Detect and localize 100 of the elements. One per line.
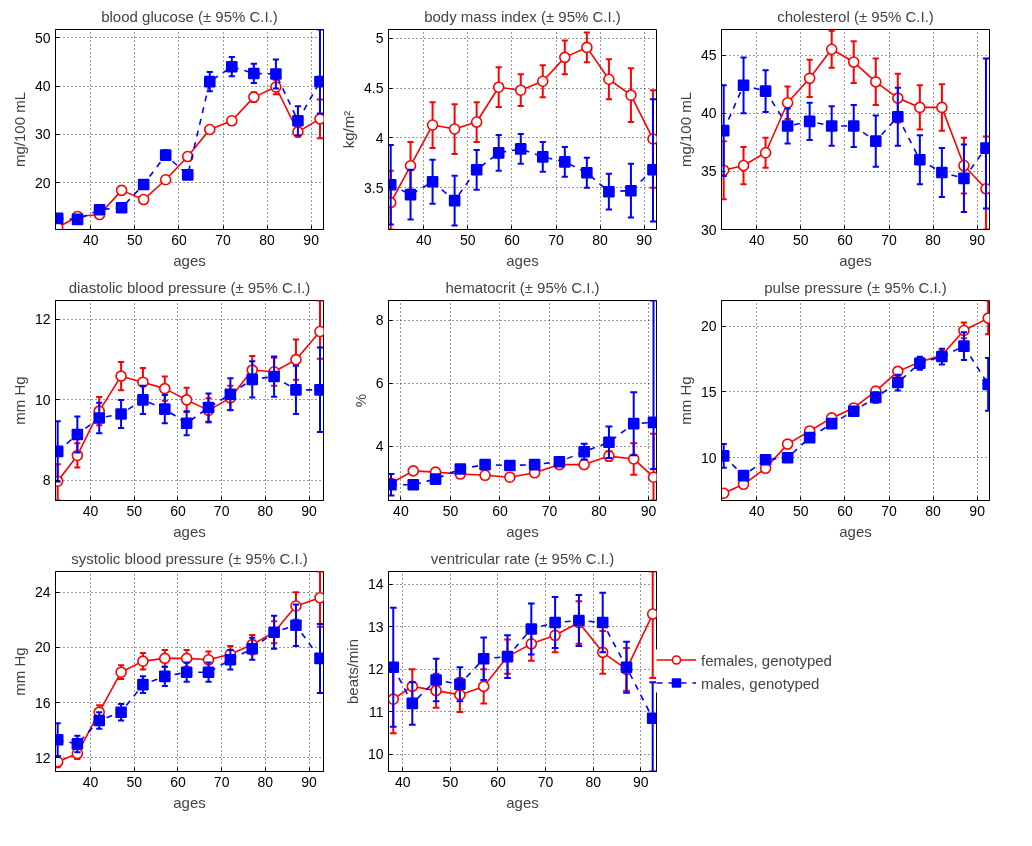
x-tick-label: 50 [442, 502, 459, 519]
x-tick-label: 70 [213, 502, 230, 519]
x-tick-label: 60 [171, 231, 187, 248]
x-axis-title: ages [506, 522, 539, 540]
x-tick-label: 80 [925, 502, 942, 519]
x-tick-label: 80 [925, 231, 942, 248]
x-tick-label: 40 [82, 502, 99, 519]
y-tick-label: 12 [367, 661, 384, 678]
chart-title: ventricular rate (± 95% C.I.) [430, 549, 615, 567]
x-tick-label: 50 [793, 502, 809, 519]
x-tick-label: 70 [881, 231, 897, 248]
y-tick-label: 12 [34, 311, 51, 328]
y-tick-label: 35 [700, 163, 717, 180]
x-axis-title: ages [506, 793, 539, 811]
y-tick-label: 13 [367, 618, 384, 635]
x-tick-label: 50 [126, 502, 143, 519]
y-tick-label: 4 [375, 129, 384, 146]
y-axis-title: mm Hg [676, 376, 694, 425]
x-axis-title: ages [173, 522, 206, 540]
x-axis-title: ages [506, 251, 539, 269]
chart-title: systolic blood pressure (± 95% C.I.) [71, 549, 308, 567]
x-tick-label: 60 [504, 231, 520, 248]
chart-title: diastolic blood pressure (± 95% C.I.) [68, 278, 311, 296]
x-tick-label: 70 [215, 231, 231, 248]
y-tick-label: 3.5 [364, 179, 384, 196]
y-tick-label: 15 [700, 383, 717, 400]
x-tick-label: 40 [393, 502, 409, 519]
x-tick-label: 80 [591, 502, 608, 519]
x-tick-label: 90 [301, 773, 318, 790]
y-tick-label: 10 [34, 391, 51, 408]
y-tick-label: 20 [34, 639, 51, 656]
x-tick-label: 50 [127, 231, 143, 248]
x-axis-title: ages [839, 522, 872, 540]
x-axis-title: ages [173, 251, 206, 269]
legend-label: males, genotyped [701, 674, 820, 691]
y-tick-label: 20 [34, 174, 51, 191]
y-tick-label: 12 [34, 749, 51, 766]
x-tick-label: 50 [442, 773, 459, 790]
x-tick-label: 50 [126, 773, 143, 790]
x-axis-title: ages [173, 793, 206, 811]
x-tick-label: 90 [303, 231, 320, 248]
y-tick-label: 16 [34, 694, 51, 711]
chart-title: hematocrit (± 95% C.I.) [445, 278, 600, 296]
y-tick-label: 6 [375, 375, 384, 392]
x-tick-label: 60 [490, 773, 506, 790]
x-tick-label: 80 [585, 773, 602, 790]
chart-title: cholesterol (± 95% C.I.) [777, 7, 934, 25]
x-tick-label: 90 [301, 502, 318, 519]
y-axis-title: kg/m² [340, 110, 358, 149]
x-tick-label: 60 [170, 502, 186, 519]
x-tick-label: 70 [213, 773, 230, 790]
y-tick-label: 8 [42, 472, 51, 489]
y-tick-label: 40 [34, 78, 51, 95]
x-tick-label: 40 [394, 773, 411, 790]
y-tick-label: 30 [700, 221, 717, 238]
y-tick-label: 40 [700, 105, 717, 122]
x-tick-label: 40 [748, 502, 765, 519]
x-tick-label: 80 [257, 773, 274, 790]
y-tick-label: 45 [700, 47, 717, 64]
x-tick-label: 60 [492, 502, 508, 519]
y-tick-label: 11 [368, 703, 384, 720]
x-tick-label: 70 [548, 231, 564, 248]
x-tick-label: 60 [837, 502, 853, 519]
x-tick-label: 40 [82, 773, 99, 790]
y-tick-label: 4 [375, 438, 384, 455]
x-tick-label: 40 [82, 231, 99, 248]
y-tick-label: 30 [34, 126, 51, 143]
x-tick-label: 80 [259, 231, 276, 248]
y-axis-title: beats/min [343, 638, 361, 705]
legend-label: females, genotyped [701, 651, 832, 668]
chart-title: body mass index (± 95% C.I.) [424, 7, 621, 25]
x-tick-label: 80 [592, 231, 609, 248]
x-tick-label: 60 [837, 231, 853, 248]
y-tick-label: 5 [375, 30, 384, 47]
y-tick-label: 10 [700, 449, 717, 466]
x-tick-label: 50 [460, 231, 476, 248]
x-tick-label: 40 [748, 231, 765, 248]
y-tick-label: 20 [700, 318, 717, 335]
chart-title: pulse pressure (± 95% C.I.) [764, 278, 947, 296]
chart-title: blood glucose (± 95% C.I.) [101, 7, 278, 25]
x-tick-label: 90 [969, 502, 986, 519]
x-tick-label: 70 [541, 502, 558, 519]
y-tick-label: 50 [34, 29, 51, 46]
y-axis-title: mg/100 mL [676, 91, 694, 168]
x-tick-label: 40 [415, 231, 432, 248]
y-tick-label: 14 [367, 576, 384, 593]
y-axis-title: % [351, 393, 369, 408]
x-tick-label: 60 [170, 773, 186, 790]
x-tick-label: 70 [537, 773, 554, 790]
y-tick-label: 4.5 [364, 80, 384, 97]
y-tick-label: 24 [34, 584, 51, 601]
x-tick-label: 50 [793, 231, 809, 248]
x-tick-label: 90 [633, 773, 649, 790]
x-tick-label: 70 [881, 502, 897, 519]
y-axis-title: mg/100 mL [10, 91, 28, 168]
x-tick-label: 90 [969, 231, 986, 248]
x-tick-label: 90 [640, 502, 657, 519]
x-axis-title: ages [839, 251, 872, 269]
y-axis-title: mm Hg [10, 376, 28, 425]
x-tick-label: 80 [257, 502, 274, 519]
